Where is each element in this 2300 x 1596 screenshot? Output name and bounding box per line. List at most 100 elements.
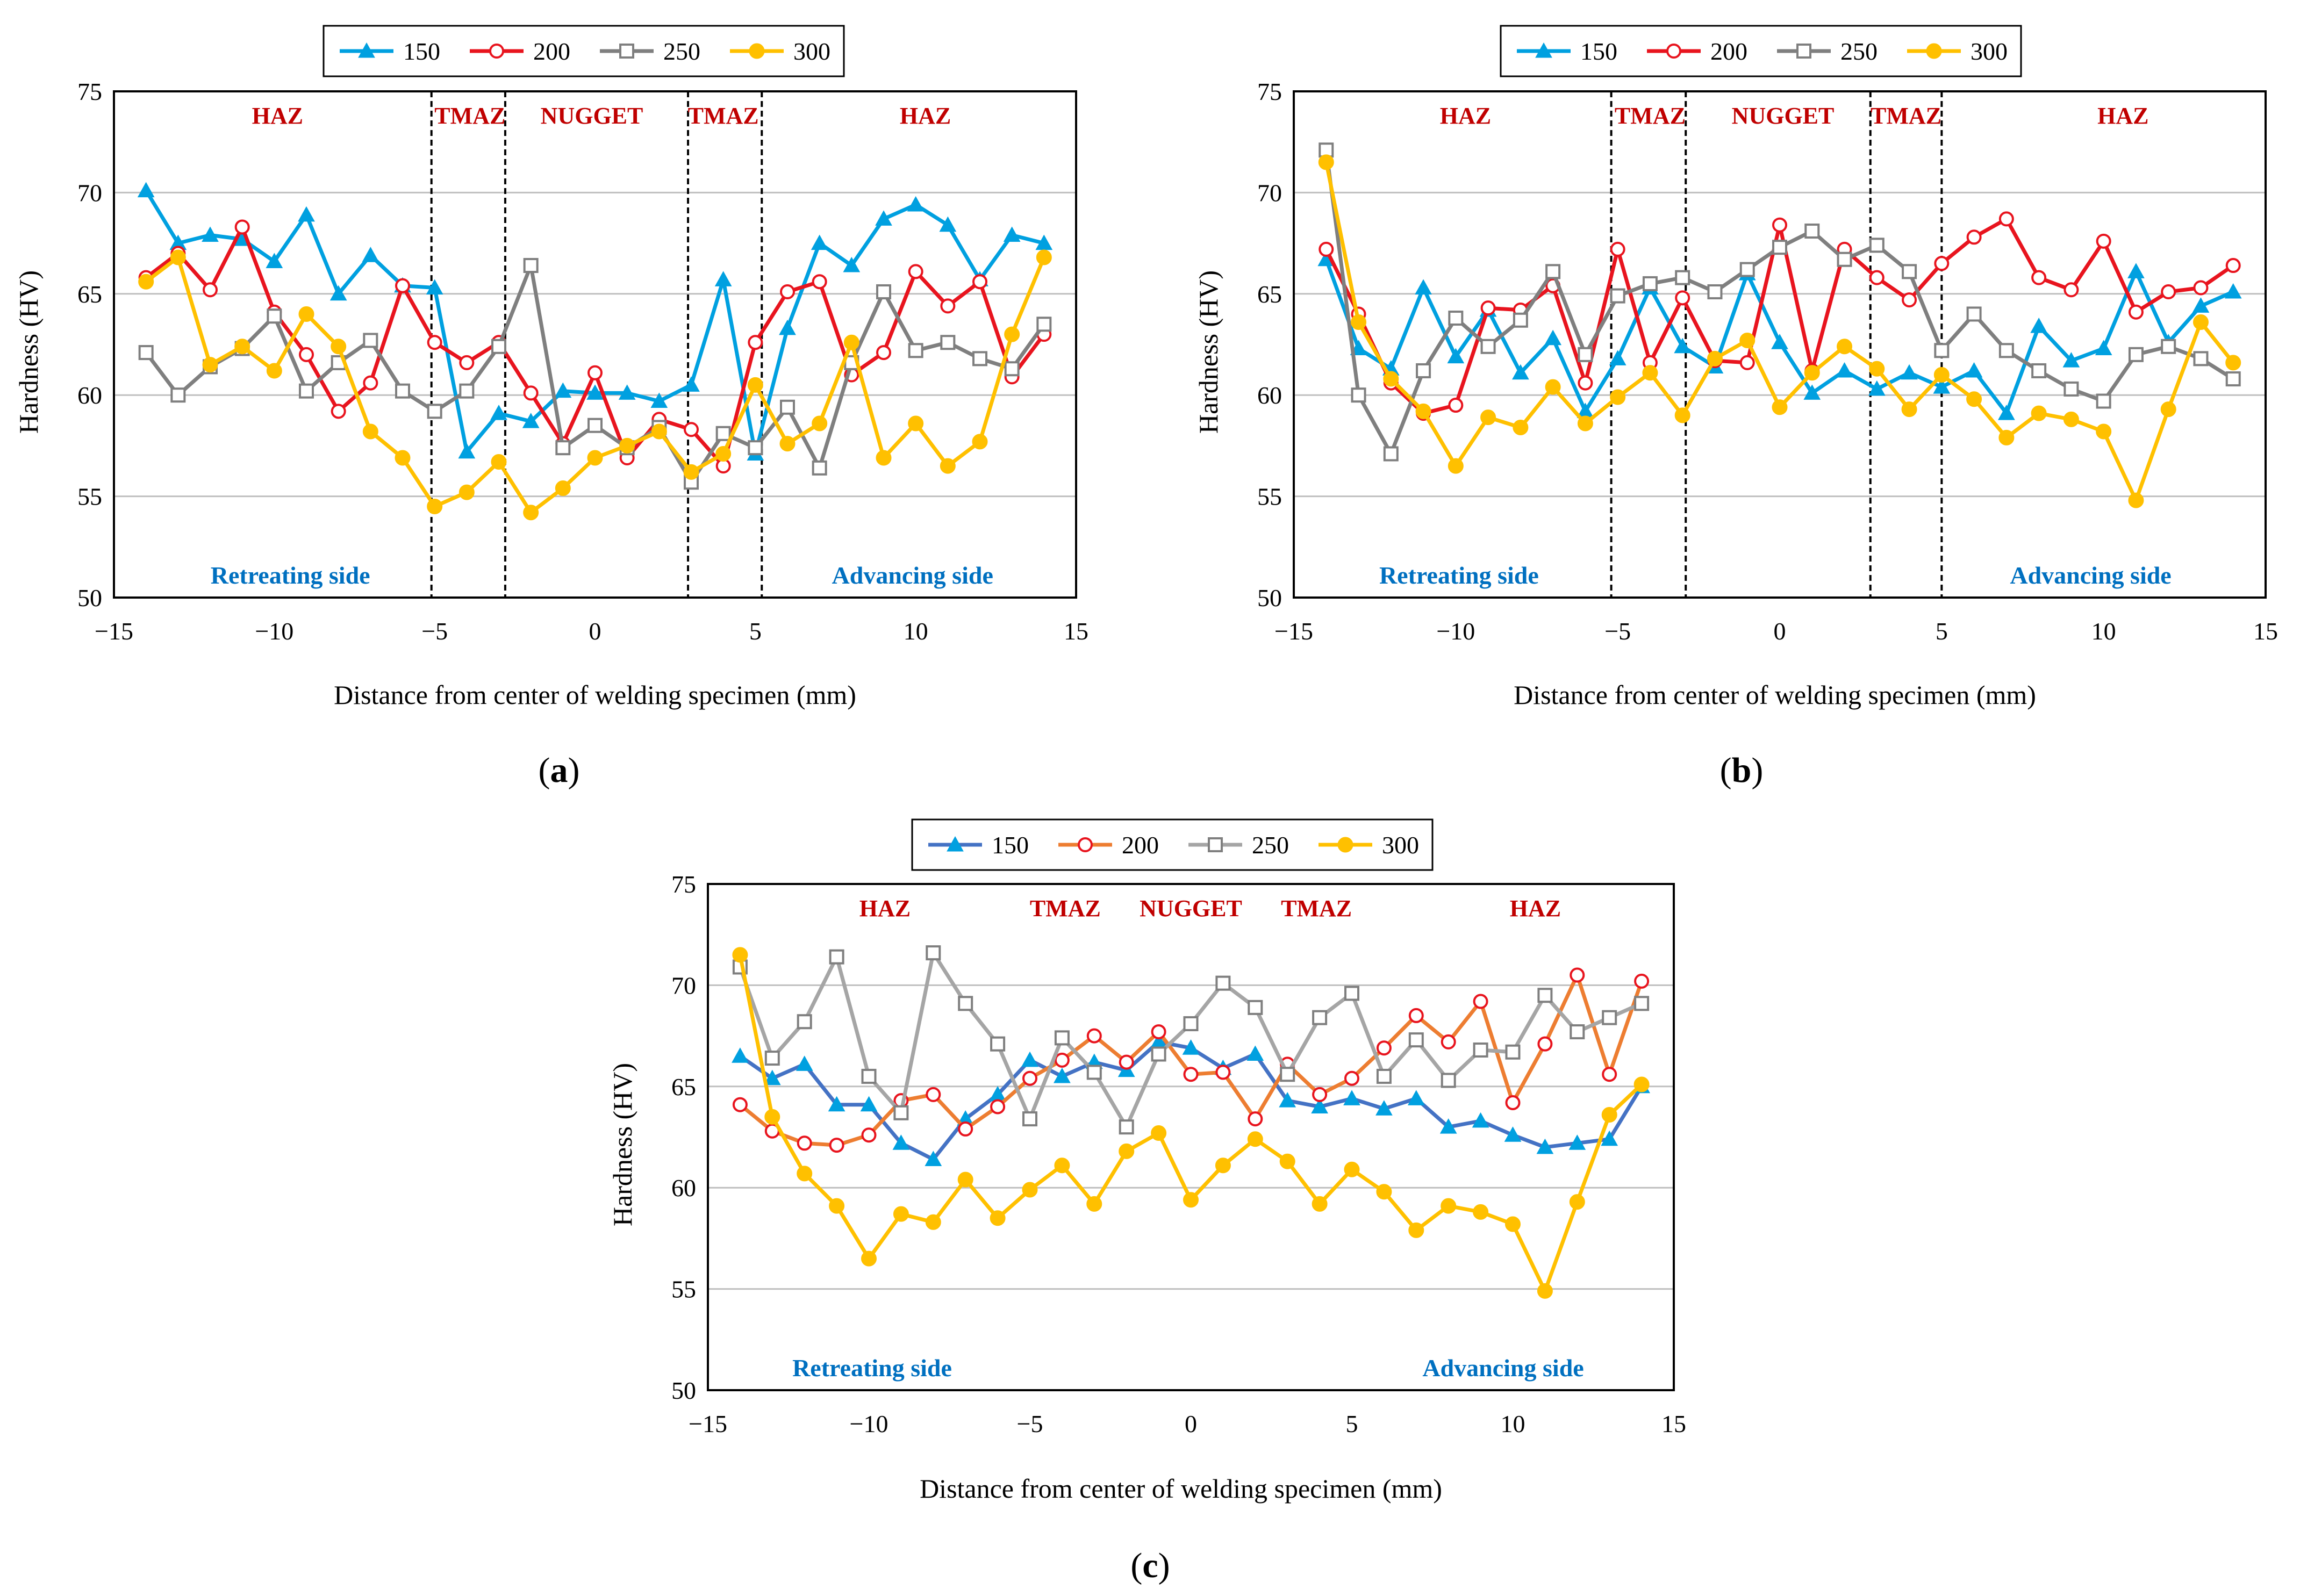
panel-b-xtick-label: 0 <box>1774 617 1786 645</box>
panel-c-zones: HAZ TMAZ NUGGET TMAZ HAZ Retreating side Advan… <box>792 895 1584 1382</box>
panel-b-series-300-point <box>1577 415 1593 432</box>
panel-c-series-150-point <box>1279 1092 1296 1108</box>
panel-c-series-250-point <box>1602 1010 1617 1025</box>
panel-a-series-200-point <box>427 335 442 350</box>
panel-c-series-250-point <box>1376 1068 1392 1084</box>
panel-b-series-250-point <box>1319 142 1334 158</box>
panel-a-caption: (a) <box>539 751 580 790</box>
panel-a-zone-label: TMAZ <box>688 103 759 129</box>
panel-b-series-300-point <box>2128 492 2144 508</box>
panel-b-xtick-label: −5 <box>1604 617 1631 645</box>
panel-c-series-200-point <box>1408 1008 1424 1023</box>
panel-a-series-300-point <box>876 450 892 466</box>
panel-b-xtick-label: 10 <box>2091 617 2116 645</box>
panel-a-ytick-label: 65 <box>77 281 102 308</box>
panel-b-series-200-point <box>2225 258 2241 274</box>
panel-b-ytick-label: 55 <box>1257 483 1282 511</box>
panel-b-series-200-point <box>2161 284 2176 300</box>
panel-a-ylabel: Hardness (HV) <box>13 270 44 434</box>
panel-b-series-250-point <box>1480 339 1496 354</box>
panel-a-series-150-point <box>522 413 540 428</box>
panel-b-series-250-point <box>1869 238 1885 253</box>
panel-a-series-200-point <box>876 345 891 361</box>
panel-a-series-250-point <box>940 335 956 350</box>
panel-a-series-300-point <box>202 357 218 373</box>
panel-c-grid <box>708 984 1674 1290</box>
panel-c-series-250-point <box>1408 1032 1424 1048</box>
panel-c-series-250-point <box>1634 996 1650 1011</box>
panel-a-xtick-label: 0 <box>589 617 601 645</box>
panel-a-series-150-point <box>683 376 700 392</box>
panel-c-series-300-point <box>1086 1196 1102 1212</box>
panel-b-series-150-point <box>2062 352 2080 368</box>
panel-b-legend-label: 300 <box>1971 38 2008 65</box>
panel-c-ytick-label: 70 <box>671 972 696 999</box>
panel-c-series-150-point <box>828 1096 846 1112</box>
panel-c-series-250-point <box>1441 1073 1456 1088</box>
panel-b-legend-swatch-marker <box>1666 44 1681 59</box>
panel-b-series-150-point <box>1965 362 1983 378</box>
panel-b-series-250-point <box>1642 276 1658 291</box>
panel-a-series-250-point <box>1004 361 1020 377</box>
panel-a-series-150-point <box>362 247 379 262</box>
panel-b-ytick-label: 60 <box>1257 382 1282 409</box>
panel-b-series-200-point <box>1772 217 1787 233</box>
panel-b-series-250-point <box>1902 264 1917 279</box>
panel-a-series-200-point <box>780 284 795 300</box>
panel-b-series-150-point <box>1998 405 2015 420</box>
panel-a-series-200-point <box>203 282 218 298</box>
panel-b-series-300-point <box>1933 367 1950 383</box>
panel-b-series-200-point <box>1480 300 1496 316</box>
panel-b-series-150-point <box>2192 297 2210 313</box>
panel-c-series-250-point <box>958 996 973 1011</box>
panel-a-series-250-point <box>363 333 378 348</box>
panel-a-plot-frame <box>113 90 1077 599</box>
panel-b-series-300-point <box>1674 407 1690 423</box>
panel-a-series-150-point <box>650 392 668 408</box>
panel-b-series-250-point <box>1772 240 1787 255</box>
panel-a-grid <box>114 191 1076 498</box>
panel-a-ytick-label: 75 <box>77 78 102 105</box>
panel-b-series-300-point <box>2063 411 2079 427</box>
panel-c-series-150-point <box>1343 1090 1360 1105</box>
panel-a-series-200-point <box>523 385 539 401</box>
panel-a-series-150-point <box>779 319 796 335</box>
panel-c-xtick-label: −15 <box>689 1410 727 1437</box>
panel-a-series-300-point <box>587 450 603 466</box>
panel-c-series-300-point <box>1247 1131 1263 1147</box>
panel-a-series-300-point <box>619 437 635 454</box>
panel-c-legend-label: 150 <box>992 831 1029 859</box>
panel-b-series-250-point <box>1707 284 1723 300</box>
panel-b-zones: HAZ TMAZ NUGGET TMAZ HAZ Retreating side Advan… <box>1379 91 2172 598</box>
panel-c-series-200-point <box>1151 1024 1166 1040</box>
panel-a-series-300-point <box>138 274 154 290</box>
panel-b-series <box>1317 142 2242 508</box>
panel-a-series-250-point <box>138 345 154 361</box>
panel-a-xtick-label: 10 <box>904 617 928 645</box>
panel-b-series-150-point <box>1933 378 1951 394</box>
panel-a-series-200-point <box>459 355 475 370</box>
panel-b-series-200-point <box>1869 270 1885 285</box>
panel-c-series-300-point <box>957 1171 973 1188</box>
panel-b: 150 200 250 300 HAZ TMAZ NUGGET TMAZ HAZRetreat… <box>1193 25 2278 790</box>
panel-a-series-250-point <box>876 284 891 300</box>
panel-b-series-200-point <box>1610 241 1625 257</box>
panel-c-xticks: −15 −10 −5 0 5 10 15 <box>689 1410 1686 1437</box>
panel-a: 150 200 250 300 HAZ TMAZ NUGGET TMAZ HAZRetreat… <box>13 25 1088 790</box>
panel-a-legend-label: 250 <box>663 38 700 65</box>
panel-a-series-300-point <box>747 377 763 393</box>
panel-b-yticks: 50 55 60 65 70 75 <box>1257 78 1282 612</box>
panel-c-series-300-point <box>1569 1194 1585 1210</box>
panel-b-series-200-point <box>1934 256 1950 271</box>
panel-a-series-250-point <box>299 383 314 399</box>
panel-a-series-300 <box>138 249 1052 521</box>
panel-c-series-200-point <box>958 1121 973 1137</box>
panel-a-legend-item-300: 300 <box>730 38 830 65</box>
panel-a-series-250-point <box>267 308 282 324</box>
panel-c-series-250-point <box>1505 1044 1521 1060</box>
panel-b-series-150-point <box>2030 318 2047 333</box>
panel-b-series-250-point <box>1513 312 1528 328</box>
panel-c-series-200-point <box>1441 1034 1456 1049</box>
panel-b-series-150-point <box>2095 340 2112 356</box>
panel-a-series-150-point <box>298 206 315 222</box>
